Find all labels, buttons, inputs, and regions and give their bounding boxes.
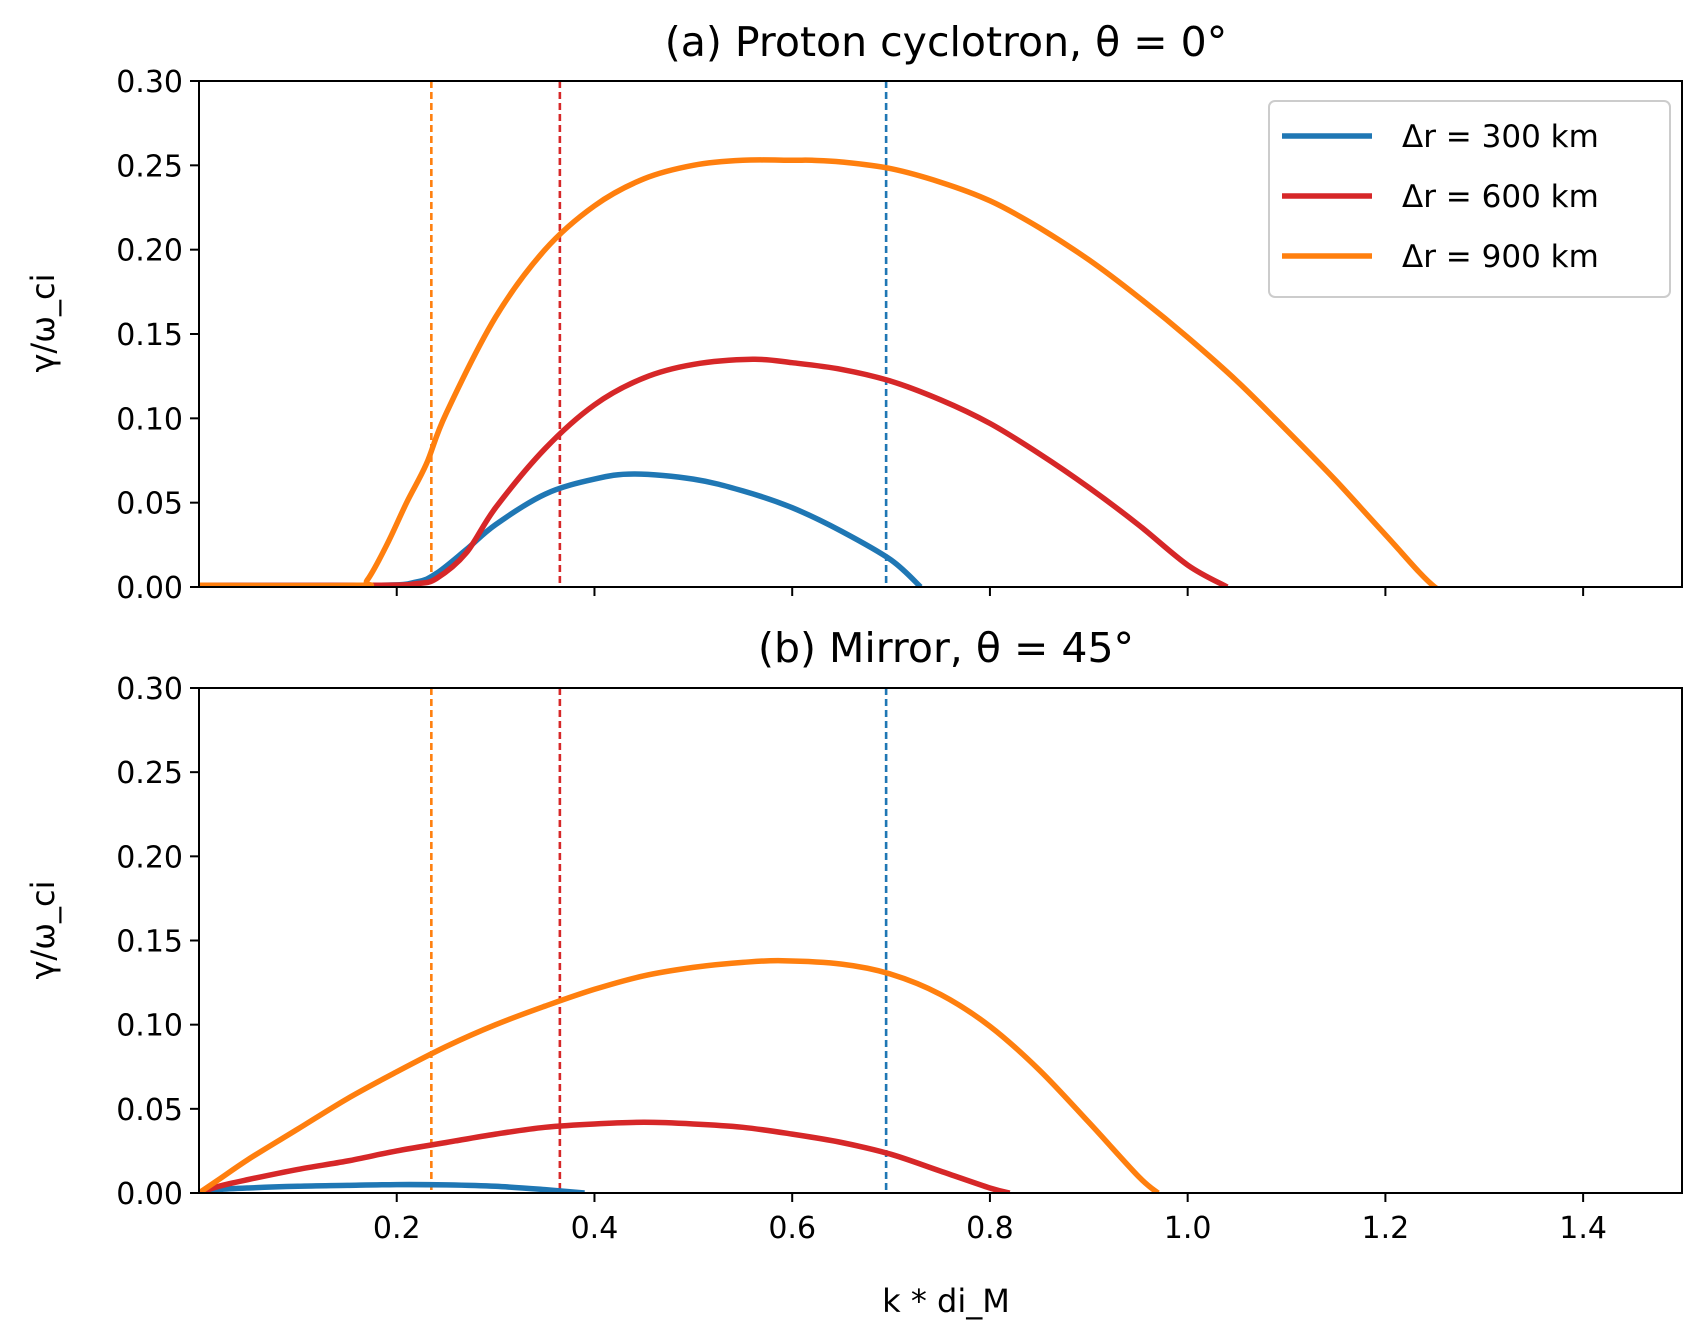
panel-b-mirror: (b) Mirror, θ = 45° 0.000.050.100.150.20… [24, 624, 1683, 1320]
y-tick-label: 0.10 [116, 1009, 183, 1044]
y-tick-label: 0.15 [116, 318, 183, 353]
series-line-2 [199, 1119, 1011, 1193]
y-tick-label: 0.30 [116, 672, 183, 707]
y-tick-label: 0.00 [116, 1177, 183, 1212]
y-tick-label: 0.05 [116, 487, 183, 522]
chart-title: (b) Mirror, θ = 45° [758, 624, 1134, 672]
y-tick-label: 0.25 [116, 149, 183, 184]
legend-label-3: Δr = 900 km [1402, 239, 1599, 275]
y-tick-label: 0.20 [116, 234, 183, 269]
x-tick-label: 0.6 [768, 1211, 816, 1246]
x-tick-label: 1.4 [1559, 1211, 1607, 1246]
legend: Δr = 300 km Δr = 600 km Δr = 900 km [1268, 100, 1671, 298]
x-tick-label: 0.2 [373, 1211, 421, 1246]
y-tick-label: 0.15 [116, 925, 183, 960]
series-line-1 [199, 1181, 585, 1193]
series-line-3 [199, 957, 1160, 1193]
y-axis-label: γ/ω_ci [24, 274, 62, 373]
plot-area: 0.00 0.05 0.10 0.15 0.20 0.25 0.30 [116, 65, 1683, 606]
chart-title: (a) Proton cyclotron, θ = 0° [665, 18, 1227, 66]
series-line-2 [199, 356, 1229, 587]
legend-label-1: Δr = 300 km [1402, 119, 1599, 155]
x-tick-label: 0.8 [966, 1211, 1014, 1246]
y-tick-label: 0.00 [116, 571, 183, 606]
panel-a-proton-cyclotron: (a) Proton cyclotron, θ = 0° 0.00 0.05 0.1… [24, 18, 1683, 606]
y-tick-label: 0.10 [116, 402, 183, 437]
series-line-3 [199, 157, 1440, 587]
legend-label-2: Δr = 600 km [1402, 179, 1599, 215]
y-tick-label: 0.05 [116, 1093, 183, 1128]
y-tick-label: 0.25 [116, 756, 183, 791]
y-tick-label: 0.30 [116, 65, 183, 100]
legend-frame [1268, 100, 1671, 298]
axes-frame [198, 687, 1683, 1194]
data-layer [199, 81, 1440, 587]
plot-area: 0.00 0.05 0.10 0.15 0.20 0.25 0.30 0.2 0.4 0.6 0.8… [116, 672, 1683, 1246]
y-tick-label: 0.20 [116, 840, 183, 875]
x-tick-label: 1.2 [1362, 1211, 1410, 1246]
x-tick-label: 0.4 [571, 1211, 619, 1246]
x-tick-label: 1.0 [1164, 1211, 1212, 1246]
y-axis-label: γ/ω_ci [24, 881, 62, 980]
x-axis-label: k * di_M [882, 1282, 1010, 1320]
data-layer [199, 688, 1160, 1193]
